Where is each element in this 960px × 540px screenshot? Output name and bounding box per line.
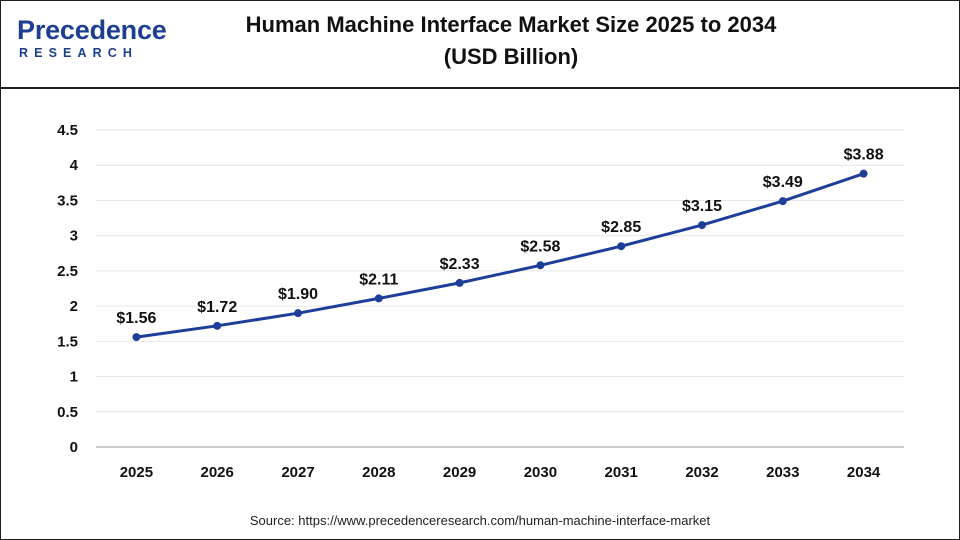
y-tick-label: 0 — [70, 439, 78, 456]
x-tick-label: 2030 — [524, 464, 557, 481]
logo-wordmark: Precedence — [17, 15, 167, 45]
data-label: $1.90 — [278, 286, 318, 303]
y-axis-ticks: 0 0.5 1 1.5 2 2.5 3 3.5 4 4.5 — [57, 122, 79, 456]
chart-title-line1: Human Machine Interface Market Size 2025… — [245, 12, 777, 37]
chart-title-line2: (USD Billion) — [443, 44, 579, 69]
y-tick-label: 4.5 — [57, 122, 78, 139]
x-tick-label: 2032 — [685, 464, 718, 481]
x-axis-ticks: 2025 2026 2027 2028 2029 2030 2031 2032 2033 2034 — [120, 464, 881, 481]
x-tick-label: 2029 — [443, 464, 476, 481]
data-label: $3.88 — [844, 147, 884, 164]
y-tick-label: 1 — [70, 369, 78, 386]
line-chart: 00.511.522.533.544.5 2025 2026 2027 2028 202… — [57, 122, 904, 481]
data-point — [294, 309, 302, 318]
data-point — [778, 197, 787, 206]
data-label: $2.58 — [520, 238, 560, 255]
x-tick-label: 2025 — [120, 464, 153, 481]
data-point — [374, 294, 383, 303]
data-label: $3.49 — [763, 174, 803, 191]
y-tick-label: 0.5 — [57, 404, 78, 421]
data-labels: $1.56 $1.72 $1.90 $2.11 $2.33 $2.58 $2.85 $3.15… — [116, 147, 883, 327]
data-label: $3.15 — [682, 198, 722, 215]
y-tick-label: 3.5 — [57, 192, 78, 209]
data-label: $1.56 — [116, 310, 156, 327]
data-label: $2.11 — [359, 271, 398, 288]
data-point — [617, 242, 626, 251]
data-point — [698, 221, 706, 230]
data-label: $2.85 — [601, 219, 641, 236]
data-point — [536, 261, 545, 270]
y-tick-label: 1.5 — [57, 333, 78, 350]
brand-logo: Precedence RESEARCH — [17, 15, 167, 67]
x-tick-label: 2026 — [201, 464, 234, 481]
x-tick-label: 2028 — [362, 464, 395, 481]
data-point — [132, 333, 141, 342]
chart-title: Human Machine Interface Market Size 2025… — [181, 9, 841, 73]
logo-initial: P — [17, 15, 35, 45]
logo-subtitle: RESEARCH — [19, 46, 138, 60]
logo-word-rest: recedence — [34, 15, 167, 45]
series-line — [136, 172, 865, 339]
y-tick-label: 3 — [70, 228, 78, 245]
y-tick-label: 2 — [70, 298, 78, 315]
header: Precedence RESEARCH Human Machine Interf… — [1, 1, 959, 89]
y-tick-label: 4 — [70, 157, 79, 174]
data-point — [213, 321, 222, 330]
data-points — [132, 169, 868, 342]
x-tick-label: 2031 — [605, 464, 638, 481]
data-label: $1.72 — [197, 299, 237, 316]
y-tick-label: 2.5 — [57, 263, 78, 280]
x-tick-label: 2033 — [766, 464, 799, 481]
x-tick-label: 2034 — [847, 464, 881, 481]
gridlines — [96, 129, 904, 413]
data-label: $2.33 — [440, 256, 480, 273]
source-note: Source: https://www.precedenceresearch.c… — [249, 513, 711, 528]
x-tick-label: 2027 — [281, 464, 314, 481]
data-point — [455, 278, 464, 287]
data-point — [859, 169, 868, 178]
